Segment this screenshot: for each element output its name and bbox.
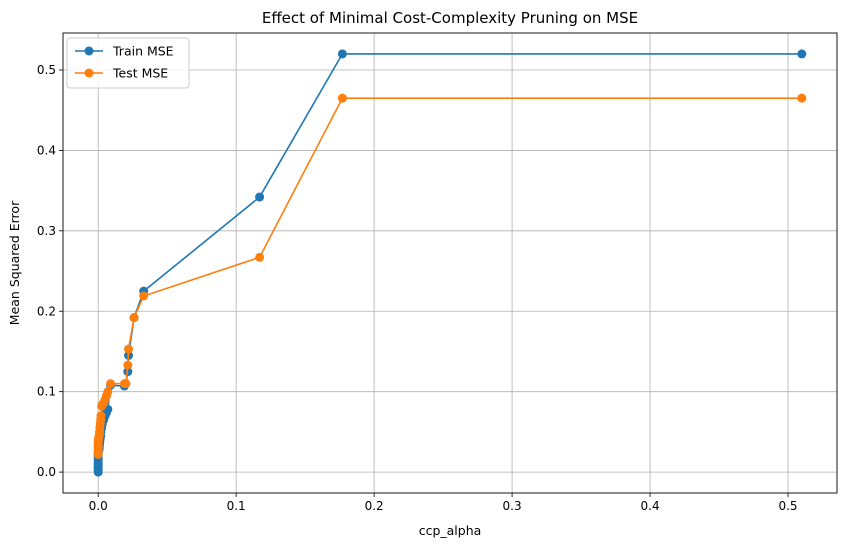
y-tick-label: 0.3 (37, 224, 56, 238)
data-point-train-mse (255, 192, 265, 202)
data-point-test-mse (337, 93, 347, 103)
data-point-test-mse (123, 360, 133, 370)
chart-title: Effect of Minimal Cost-Complexity Prunin… (262, 9, 638, 27)
x-axis-label: ccp_alpha (419, 523, 482, 538)
x-tick-label: 0.4 (641, 499, 660, 513)
y-tick-label: 0.1 (37, 385, 56, 399)
x-tick-label: 0.2 (365, 499, 384, 513)
grid-layer (63, 33, 837, 493)
data-point-test-mse (96, 411, 106, 421)
x-tick-label: 0.0 (89, 499, 108, 513)
data-point-test-mse (139, 291, 149, 301)
series-layer (93, 49, 807, 477)
data-point-test-mse (129, 313, 139, 323)
plot-frame (62, 32, 838, 494)
data-point-test-mse (797, 93, 807, 103)
y-tick-label: 0.2 (37, 304, 56, 318)
x-tick-label: 0.5 (778, 499, 797, 513)
data-point-test-mse (124, 344, 134, 354)
x-tick-label: 0.1 (227, 499, 246, 513)
legend-marker-train-mse (84, 46, 94, 56)
legend-label-test-mse: Test MSE (112, 66, 168, 81)
data-point-test-mse (255, 252, 265, 262)
legend-marker-test-mse (84, 68, 94, 78)
legend-label-train-mse: Train MSE (112, 44, 174, 59)
y-tick-label: 0.0 (37, 465, 56, 479)
legend: Train MSE Test MSE (66, 37, 190, 89)
data-point-train-mse (337, 49, 347, 59)
ticks-layer: 0.0 0.1 0.2 0.3 0.4 0.5 0.0 0.1 0.2 0.3 0.4 0.5 (37, 63, 798, 513)
data-point-test-mse (106, 379, 116, 389)
y-tick-label: 0.5 (37, 63, 56, 77)
y-axis-label: Mean Squared Error (7, 200, 22, 325)
data-point-test-mse (103, 387, 113, 397)
data-point-test-mse (121, 379, 131, 389)
data-point-train-mse (797, 49, 807, 59)
x-tick-label: 0.3 (503, 499, 522, 513)
y-tick-label: 0.4 (37, 143, 56, 157)
